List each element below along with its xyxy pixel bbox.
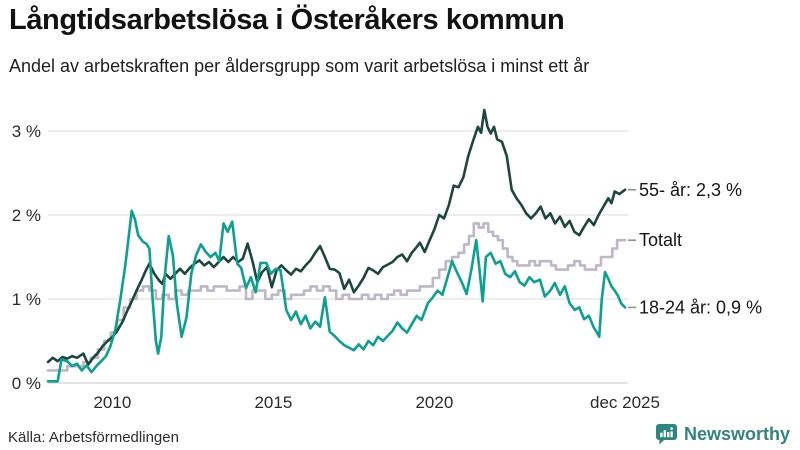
newsworthy-logo-link[interactable]: Newsworthy xyxy=(655,423,790,446)
newsworthy-logo-icon xyxy=(655,424,677,445)
x-axis-tick-label: 2015 xyxy=(254,393,292,412)
x-axis-tick-label: dec 2025 xyxy=(590,393,660,412)
y-axis-tick-label: 0 % xyxy=(12,374,41,393)
x-axis-tick-label: 2010 xyxy=(93,393,131,412)
series-line-18-24-ar xyxy=(46,209,627,383)
source-attribution: Källa: Arbetsförmedlingen xyxy=(8,429,179,446)
series-end-label-18-24-ar: 18-24 år: 0,9 % xyxy=(639,297,762,317)
x-axis-tick-label: 2020 xyxy=(415,393,453,412)
y-axis-tick-label: 1 % xyxy=(12,290,41,309)
series-line-55-ar xyxy=(46,108,627,366)
series-line-totalt xyxy=(46,222,627,372)
page-subtitle: Andel av arbetskraften per åldersgrupp s… xyxy=(9,56,590,76)
series-end-label-totalt: Totalt xyxy=(639,230,682,250)
y-axis-tick-label: 3 % xyxy=(12,122,41,141)
y-axis-tick-label: 2 % xyxy=(12,206,41,225)
series-end-label-55-ar: 55- år: 2,3 % xyxy=(639,180,742,200)
page-title: Långtidsarbetslösa i Österåkers kommun xyxy=(9,4,565,36)
newsworthy-logo-text: Newsworthy xyxy=(683,424,790,444)
